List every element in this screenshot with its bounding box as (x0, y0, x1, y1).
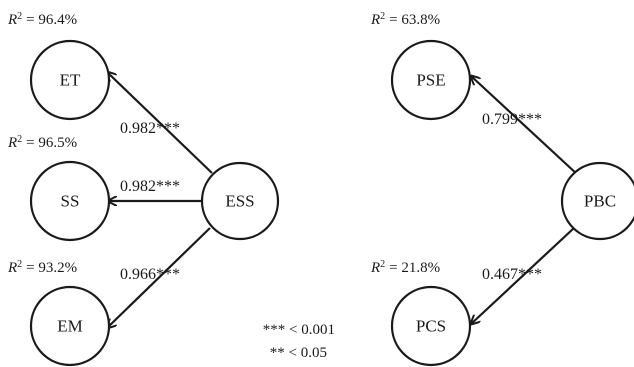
edge-pbc-pse (471, 76, 579, 176)
r2-value-et: = 96.4% (26, 12, 77, 28)
r2-value-em: = 93.2% (26, 260, 77, 276)
node-em: EM (29, 285, 111, 367)
node-pse: PSE (390, 39, 472, 121)
r2-prefix: R (7, 260, 17, 276)
r2-value-pcs: = 21.8% (389, 260, 440, 276)
path-label-pbc-pse: 0.799*** (482, 111, 542, 128)
path-label-ess-em: 0.966*** (120, 266, 180, 283)
node-ss: SS (29, 160, 111, 242)
node-pcs: PCS (390, 285, 472, 367)
r2-exponent: 2 (380, 11, 385, 22)
r2-exponent: 2 (17, 11, 22, 22)
r2-label-ss: R2 = 96.5% (7, 134, 77, 152)
edge-ess-et (107, 72, 213, 174)
r2-value-ss: = 96.5% (26, 135, 77, 151)
node-pcs-label: PCS (416, 317, 446, 336)
node-ss-label: SS (61, 192, 80, 211)
r2-exponent: 2 (17, 259, 22, 270)
r2-prefix: R (370, 12, 380, 28)
node-ess: ESS (200, 161, 280, 241)
node-pbc-label: PBC (584, 192, 616, 211)
r2-label-pcs: R2 = 21.8% (370, 259, 440, 277)
path-label-pbc-pcs: 0.467*** (482, 266, 542, 283)
path-label-ess-et: 0.982*** (120, 120, 180, 137)
r2-exponent: 2 (17, 134, 22, 145)
edge-ess-em (107, 227, 211, 328)
node-et: ET (29, 39, 111, 121)
node-em-label: EM (57, 317, 83, 336)
node-pbc: PBC (560, 161, 634, 241)
edge-pbc-pcs (471, 227, 575, 324)
r2-label-et: R2 = 96.4% (7, 11, 77, 29)
legend-line-2: ** < 0.05 (270, 345, 327, 361)
r2-prefix: R (7, 12, 17, 28)
r2-value-pse: = 63.8% (389, 12, 440, 28)
path-label-ess-ss: 0.982*** (120, 178, 180, 195)
node-pse-label: PSE (416, 71, 445, 90)
r2-exponent: 2 (380, 259, 385, 270)
r2-label-em: R2 = 93.2% (7, 259, 77, 277)
r2-label-pse: R2 = 63.8% (370, 11, 440, 29)
r2-prefix: R (370, 260, 380, 276)
node-et-label: ET (60, 71, 81, 90)
legend-line-1: *** < 0.001 (263, 322, 335, 338)
node-ess-label: ESS (225, 192, 254, 211)
r2-prefix: R (7, 135, 17, 151)
